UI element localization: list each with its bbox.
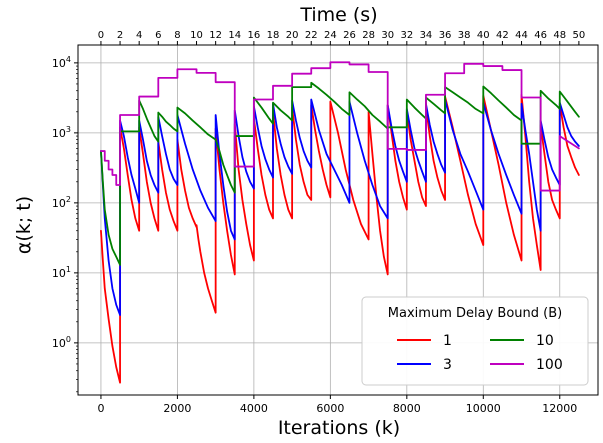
top-tick-label: 28 xyxy=(362,30,375,41)
legend-label-10: 10 xyxy=(536,333,554,349)
top-tick-label: 32 xyxy=(400,30,413,41)
y-tick-label: 103 xyxy=(52,125,71,140)
top-tick-label: 50 xyxy=(573,30,586,41)
top-tick-label: 18 xyxy=(267,30,280,41)
top-tick-label: 42 xyxy=(496,30,509,41)
x-tick-label: 10000 xyxy=(466,402,501,415)
x-tick-label: 2000 xyxy=(163,402,191,415)
y-tick-label: 101 xyxy=(52,265,71,280)
plot-frame xyxy=(77,44,599,396)
x-axis-label: Iterations (k) xyxy=(278,417,400,439)
x-tick-label: 8000 xyxy=(393,402,421,415)
x-tick-label: 0 xyxy=(97,402,104,415)
x-tick-label: 4000 xyxy=(240,402,268,415)
legend-label-1: 1 xyxy=(443,333,452,349)
y-tick-label: 100 xyxy=(52,335,71,350)
x-tick-label: 12000 xyxy=(542,402,577,415)
legend-title: Maximum Delay Bound (B) xyxy=(388,306,562,321)
top-tick-label: 36 xyxy=(439,30,452,41)
y-axis-label: α(k; t) xyxy=(13,196,35,254)
legend: Maximum Delay Bound (B) 1 3 10 100 xyxy=(361,296,589,386)
top-tick-label: 8 xyxy=(174,30,180,41)
top-tick-label: 12 xyxy=(209,30,222,41)
legend-label-100: 100 xyxy=(536,357,563,373)
top-tick-label: 30 xyxy=(381,30,394,41)
legend-label-3: 3 xyxy=(443,357,452,373)
top-tick-label: 22 xyxy=(305,30,318,41)
top-tick-label: 0 xyxy=(98,30,104,41)
top-tick-label: 16 xyxy=(248,30,261,41)
top-tick-label: 26 xyxy=(343,30,356,41)
x-tick-label: 6000 xyxy=(316,402,344,415)
top-tick-label: 24 xyxy=(324,30,337,41)
series-line-100 xyxy=(100,61,580,192)
legend-entries: 1 3 10 100 xyxy=(397,333,563,373)
top-tick-label: 38 xyxy=(458,30,471,41)
top-tick-label: 40 xyxy=(477,30,490,41)
top-tick-label: 6 xyxy=(155,30,161,41)
top-tick-label: 14 xyxy=(228,30,241,41)
plot-series xyxy=(100,61,580,384)
series-line-10 xyxy=(100,81,580,266)
y-tick-label: 102 xyxy=(52,195,71,210)
top-tick-label: 34 xyxy=(420,30,433,41)
top-tick-label: 48 xyxy=(553,30,566,41)
top-tick-label: 20 xyxy=(286,30,299,41)
y-tick-label: 104 xyxy=(52,55,71,70)
top-tick-label: 46 xyxy=(534,30,547,41)
series-line-3 xyxy=(100,98,580,316)
top-tick-label: 10 xyxy=(190,30,203,41)
top-tick-label: 44 xyxy=(515,30,528,41)
top-axis-label: Time (s) xyxy=(299,4,377,26)
top-tick-label: 2 xyxy=(117,30,123,41)
top-tick-label: 4 xyxy=(136,30,142,41)
